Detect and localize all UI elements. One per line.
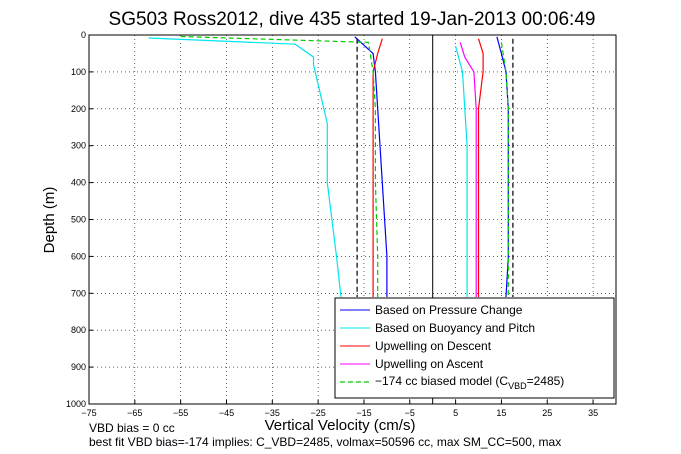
y-tick-label: 300 — [71, 141, 86, 151]
legend-label-pressure: Based on Pressure Change — [375, 303, 523, 317]
y-tick-label: 400 — [71, 178, 86, 188]
series-buoyancy_desc — [148, 37, 342, 298]
series-model_desc — [180, 35, 379, 297]
y-tick-label: 1000 — [66, 399, 86, 409]
x-tick-label: 5 — [453, 408, 458, 418]
x-tick-label: 35 — [588, 408, 598, 418]
series-upwelling_asc — [459, 42, 477, 297]
legend-label-upwelling-descent: Upwelling on Descent — [375, 339, 492, 353]
grid — [88, 34, 616, 405]
x-tick-label: −65 — [127, 408, 142, 418]
y-tick-label: 600 — [71, 251, 86, 261]
chart-title: SG503 Ross2012, dive 435 started 19-Jan-… — [109, 9, 596, 30]
legend-label-biased-model-sub: VBD — [508, 381, 527, 391]
x-tick-label: −25 — [310, 408, 325, 418]
legend-box — [334, 297, 615, 399]
y-tick-label: 500 — [71, 215, 86, 225]
x-tick-label: −35 — [265, 408, 280, 418]
y-tick-label: 200 — [71, 104, 86, 114]
x-tick-label: 15 — [496, 408, 506, 418]
legend-label-buoyancy: Based on Buoyancy and Pitch — [375, 321, 535, 335]
legend-label-biased-model-suffix: =2485) — [527, 374, 565, 388]
x-tick-label: −45 — [219, 408, 234, 418]
footer-line-1: VBD bias = 0 cc — [89, 421, 175, 435]
y-axis-label: Depth (m) — [41, 187, 58, 254]
series-pressure_desc — [354, 36, 388, 297]
series-upwelling_desc — [372, 38, 383, 297]
legend-label-biased-model: −174 cc biased model (CVBD=2485) — [375, 374, 564, 391]
legend-label-biased-model-prefix: −174 cc biased model (C — [375, 374, 508, 388]
x-tick-label: −15 — [356, 408, 371, 418]
series-upwelling_asc_red — [477, 38, 484, 297]
x-axis-label: Vertical Velocity (cm/s) — [265, 417, 416, 434]
x-axis-ticks: −75 −65 −55 −45 −35 −25 −15 −5 5 15 25 35 — [81, 400, 598, 418]
x-tick-label: 25 — [542, 408, 552, 418]
footer-line-2: best fit VBD bias=-174 implies: C_VBD=24… — [89, 435, 561, 449]
legend-label-upwelling-ascent: Upwelling on Ascent — [375, 357, 484, 371]
y-axis-ticks: 0 100 200 300 400 500 600 700 800 900 1000 — [66, 30, 93, 409]
legend: Based on Pressure Change Based on Buoyan… — [334, 297, 615, 399]
series-group — [148, 35, 514, 404]
y-tick-label: 100 — [71, 67, 86, 77]
y-tick-label: 800 — [71, 325, 86, 335]
x-tick-label: −55 — [173, 408, 188, 418]
series-buoyancy_asc — [455, 45, 468, 297]
y-tick-label: 0 — [81, 30, 86, 40]
y-tick-label: 700 — [71, 288, 86, 298]
x-tick-label: −5 — [405, 408, 415, 418]
y-tick-label: 900 — [71, 362, 86, 372]
series-model_asc — [500, 42, 509, 297]
x-tick-label: −75 — [81, 408, 96, 418]
